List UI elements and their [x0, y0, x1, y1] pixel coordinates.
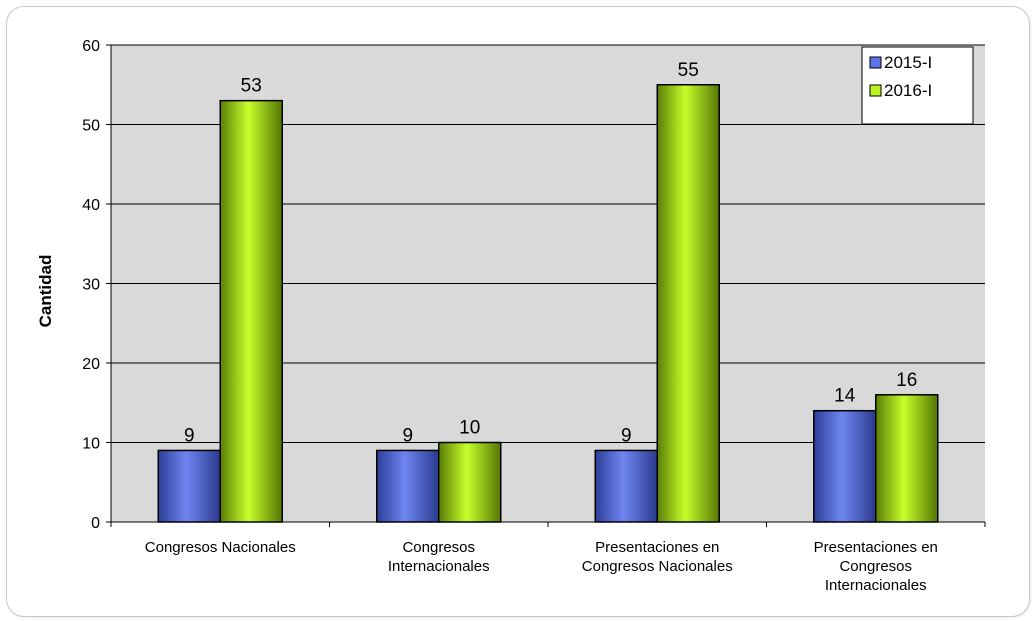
legend: 2015-I 2016-I — [861, 46, 974, 125]
data-label: 53 — [241, 76, 262, 97]
legend-swatch — [869, 56, 882, 69]
x-category-label-line: Congresos Nacionales — [145, 539, 296, 556]
legend-swatch — [869, 84, 882, 97]
bar-2016-I — [875, 394, 939, 523]
x-category-label-line: Congresos — [839, 558, 912, 575]
bar-2016-I — [656, 84, 720, 523]
data-label: 14 — [834, 386, 856, 407]
y-tick-label: 20 — [82, 356, 100, 373]
bar-2015-I — [157, 449, 221, 523]
x-category-label-line: Presentaciones en — [595, 539, 719, 556]
y-tick-label: 50 — [82, 118, 100, 135]
x-category-label-line: Internacionales — [825, 577, 927, 594]
legend-label: 2015-I — [884, 53, 932, 72]
bar-2015-I — [813, 409, 877, 523]
data-label: 9 — [402, 425, 413, 446]
bar-2015-I — [376, 449, 440, 523]
x-category-label: Congresos Internacionales — [388, 539, 490, 575]
data-label: 16 — [896, 370, 917, 391]
x-category-label-line: Congresos — [402, 539, 475, 556]
data-label: 9 — [184, 425, 195, 446]
y-tick-label: 10 — [82, 436, 100, 453]
bar-2016-I — [219, 99, 283, 523]
y-tick-label: 40 — [82, 197, 100, 214]
y-tick-label: 30 — [82, 277, 100, 294]
data-label: 55 — [678, 60, 699, 81]
data-label: 10 — [459, 418, 480, 439]
x-category-label: Presentaciones en Congresos Internacionale… — [814, 539, 938, 594]
bar-2016-I — [438, 441, 502, 523]
x-category-label: Presentaciones en Congresos Nacionales — [582, 539, 733, 575]
x-category-label-line: Internacionales — [388, 558, 490, 575]
y-tick-label: 60 — [82, 38, 100, 55]
legend-label: 2016-I — [884, 81, 932, 100]
x-category-label-line: Congresos Nacionales — [582, 558, 733, 575]
x-category-label: Congresos Nacionales — [145, 539, 296, 556]
y-tick-label: 0 — [91, 515, 100, 532]
y-axis-label: Cantidad — [36, 255, 55, 328]
x-category-label-line: Presentaciones en — [814, 539, 938, 556]
bar-2015-I — [594, 449, 658, 523]
data-label: 9 — [621, 425, 632, 446]
